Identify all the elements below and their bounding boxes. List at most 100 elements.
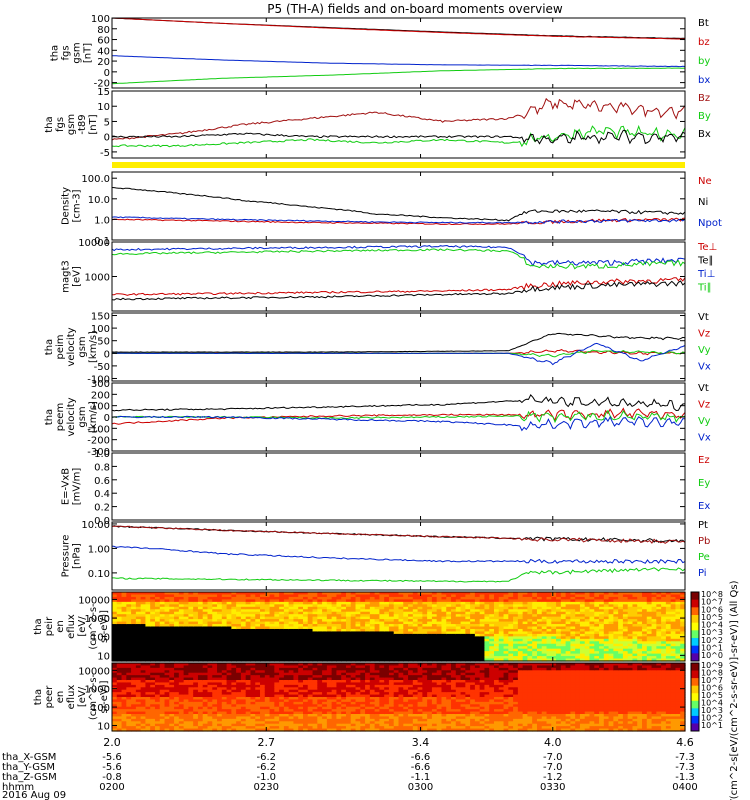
spectrogram-cell [556,621,562,625]
spectrogram-cell [303,672,309,676]
spectrogram-cell [584,616,591,620]
spectrogram-cell [393,656,400,660]
spectrogram-cell [245,631,252,635]
spectrogram-cell [360,653,366,657]
spectrogram-cell [283,601,290,605]
spectrogram-cell [312,687,318,691]
spectrogram-cell [369,599,376,603]
spectrogram-cell [236,663,242,667]
spectrogram-cell [140,663,147,667]
spectrogram-cell [279,677,285,681]
spectrogram-cell [140,626,147,630]
spectrogram-cell [264,656,271,660]
spectrogram-cell [202,726,209,730]
spectrogram-cell [398,628,404,633]
spectrogram-cell [231,711,237,715]
spectrogram-cell [608,621,614,625]
spectrogram-cell [112,648,118,652]
spectrogram-cell [307,667,314,671]
spectrogram-cell [551,599,557,603]
spectrogram-cell [536,641,543,645]
spectrogram-cell [460,653,466,657]
spectrogram-cell [603,609,610,613]
spectrogram-cell [460,658,466,662]
spectrogram-cell [231,716,237,720]
spectrogram-cell [274,656,280,660]
spectrogram-cell [494,648,500,652]
spectrogram-cell [637,614,643,618]
spectrogram-cell [565,599,572,603]
spectrogram-cell [312,594,318,598]
spectrogram-cell [536,626,543,630]
spectrogram-cell [231,667,237,671]
spectrogram-cell [384,614,390,618]
spectrogram-cell [608,636,614,640]
spectrogram-cell [298,626,304,630]
spectrogram-cell [303,638,309,642]
spectrogram-cell [135,684,142,688]
spectrogram-cell [154,728,161,732]
spectrogram-cell [326,723,333,727]
spectrogram-cell [594,628,600,633]
spectrogram-cell [121,601,127,605]
spectrogram-cell [360,599,366,603]
spectrogram-cell [169,638,175,642]
spectrogram-cell [403,594,409,598]
spectrogram-cell [336,626,342,630]
spectrogram-cell [264,648,271,652]
spectrogram-cell [260,609,266,613]
spectrogram-cell [431,633,438,637]
spectrogram-cell [188,594,194,598]
spectrogram-cell [384,592,390,596]
spectrogram-cell [279,721,285,725]
spectrogram-cell [379,641,385,645]
y-tick-label: -200 [87,436,110,447]
spectrogram-cell [369,619,376,623]
y-tick-label: 0.6 [94,476,110,487]
y-tick-label: 10.0 [88,195,110,206]
spectrogram-cell [546,596,552,600]
spectrogram-cell [217,641,223,645]
spectrogram-cell [675,606,681,610]
spectrogram-cell [384,653,390,657]
spectrogram-cell [212,643,218,647]
spectrogram-cell [260,684,266,688]
spectrogram-cell [517,624,524,628]
spectrogram-cell [274,714,280,718]
spectrogram-cell [560,631,567,635]
spectrogram-cell [651,628,657,633]
spectrogram-cell [159,614,166,618]
spectrogram-cell [159,653,166,657]
spectrogram-cell [212,628,218,633]
spectrogram-cell [135,709,142,713]
spectrogram-cell [498,646,505,650]
spectrogram-cell [145,633,151,637]
spectrogram-cell [188,726,194,730]
spectrogram-cell [484,594,490,598]
spectrogram-cell [188,648,194,652]
spectrogram-cell [637,636,643,640]
spectrogram-cell [551,601,557,605]
spectrogram-cell [427,636,433,640]
spectrogram-cell [331,609,338,613]
spectrogram-cell [622,658,629,662]
spectrogram-cell [159,643,166,647]
spectrogram-cell [131,704,137,708]
spectrogram-cell [661,614,667,618]
spectrogram-cell [193,670,199,674]
spectrogram-cell [135,628,142,633]
spectrogram-cell [479,643,486,647]
y-tick-label: 40 [97,46,110,57]
spectrogram-cell [412,626,419,630]
spectrogram-cell [522,633,529,637]
spectrogram-cell [546,619,552,623]
spectrogram-cell [661,626,667,630]
spectrogram-cell [365,646,371,650]
spectrogram-cell [307,718,314,722]
spectrogram-cell [231,646,237,650]
spectrogram-cell [498,599,505,603]
spectrogram-cell [594,601,600,605]
spectrogram-cell [441,594,447,598]
spectrogram-cell [250,646,256,650]
spectrogram-cell [288,714,295,718]
